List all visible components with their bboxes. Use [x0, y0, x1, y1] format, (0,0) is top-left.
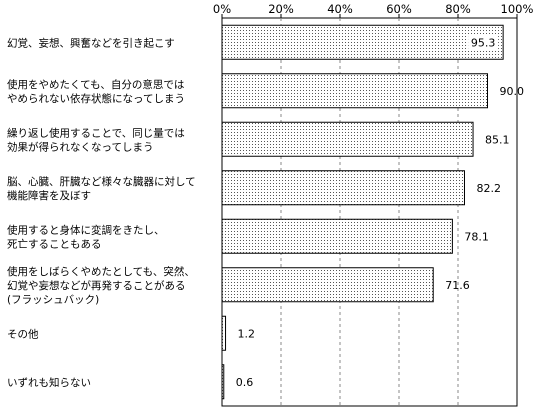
category-label: 使用をしばらくやめたとしても、突然、幻覚や妄想などが再発することがある(フラッシ… [7, 265, 195, 306]
value-label: 1.2 [238, 327, 256, 340]
bar [221, 315, 227, 351]
value-label: 71.6 [445, 279, 470, 292]
category-label: 使用をやめたくても、自分の意思ではやめられない依存状態になってしまう [7, 78, 185, 105]
bar [221, 364, 225, 400]
bar [221, 24, 504, 60]
category-label: その他 [7, 327, 39, 340]
x-tick-label: 0% [213, 2, 231, 16]
value-label: 85.1 [485, 133, 510, 146]
plot-area [221, 17, 518, 407]
x-tick-label: 40% [327, 2, 353, 16]
value-label-bg [468, 34, 499, 51]
x-tick-label: 60% [386, 2, 412, 16]
x-tick-label: 20% [268, 2, 294, 16]
category-labels: 幻覚、妄想、興奮などを引き起こす使用をやめたくても、自分の意思ではやめられない依… [7, 36, 196, 389]
x-tick-label: 100% [501, 2, 534, 16]
category-label: 幻覚、妄想、興奮などを引き起こす [7, 36, 175, 49]
category-label: 脳、心臓、肝臓など様々な臓器に対して機能障害を及ぼす [7, 175, 196, 202]
bar [221, 73, 488, 109]
category-label: いずれも知らない [7, 376, 91, 389]
bar [221, 121, 474, 157]
value-label: 95.3 [471, 36, 496, 49]
value-label: 90.0 [500, 85, 525, 98]
category-label: 使用すると身体に変調をきたし、死亡することもある [7, 223, 165, 250]
x-tick-label: 80% [445, 2, 471, 16]
value-label: 78.1 [464, 230, 489, 243]
grid-lines [221, 17, 518, 407]
x-axis-ticks: 0% 20% 40% 60% 80% 100% [213, 2, 534, 18]
bar [221, 218, 453, 254]
category-label: 繰り返し使用することで、同じ量では効果が得られなくなってしまう [7, 126, 185, 153]
value-label: 82.2 [476, 182, 501, 195]
bar [221, 267, 434, 303]
bar [221, 170, 465, 206]
bars: 95.3 90.0 85.1 82.2 78.1 71.6 1.2 0.6 [221, 24, 525, 400]
value-label: 0.6 [236, 376, 254, 389]
